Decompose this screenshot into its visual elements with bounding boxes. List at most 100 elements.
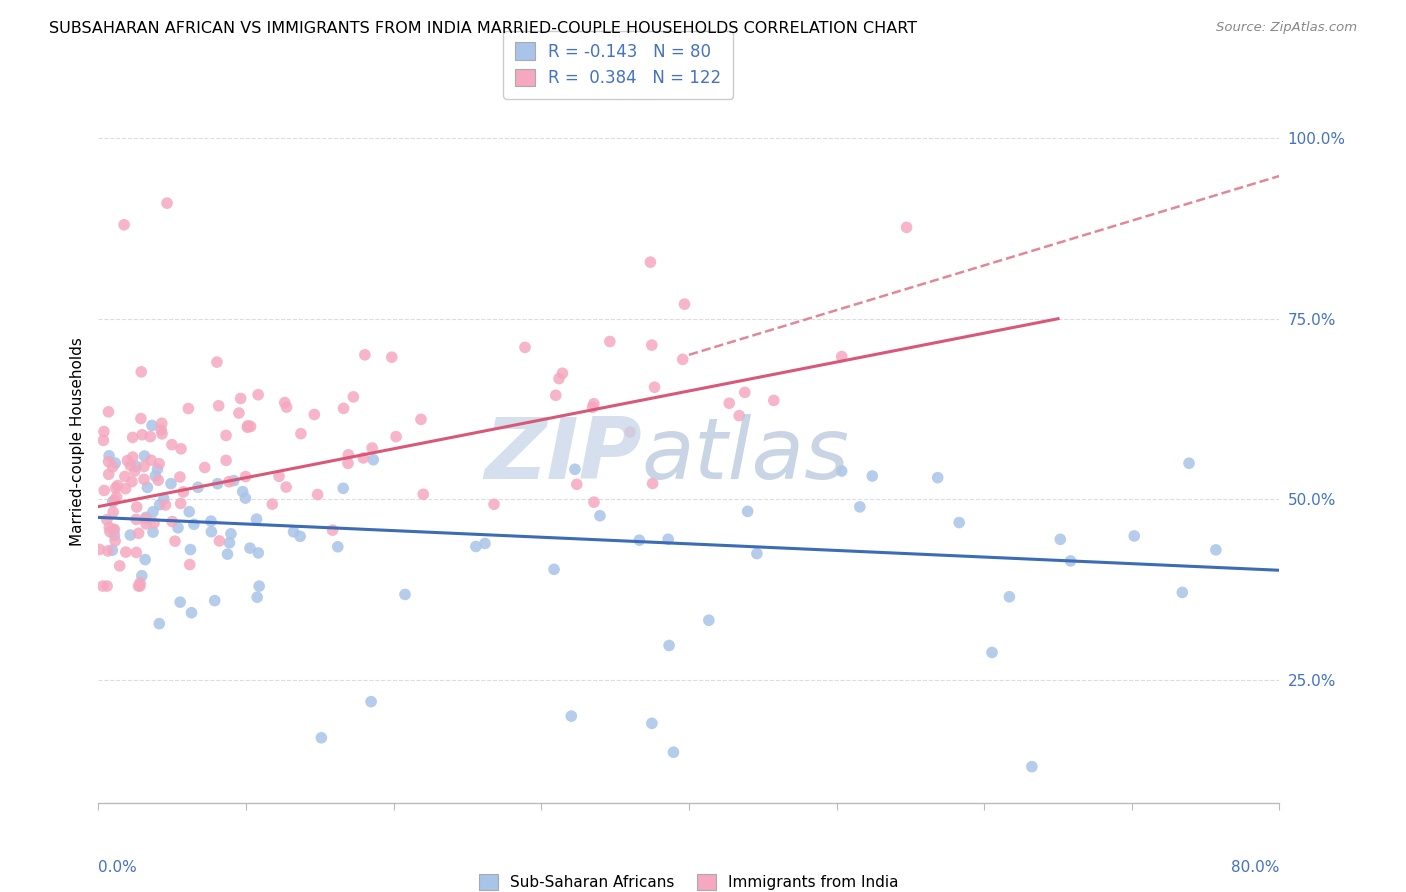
Point <box>98 524 121 539</box>
Point <box>589 508 612 523</box>
Point <box>734 385 756 400</box>
Point <box>276 480 298 494</box>
Point <box>125 500 148 514</box>
Point <box>222 474 245 488</box>
Point <box>104 481 127 495</box>
Point <box>658 639 681 653</box>
Point <box>247 546 270 560</box>
Point <box>180 606 202 620</box>
Point <box>135 516 157 531</box>
Point <box>288 529 311 543</box>
Point <box>129 365 152 379</box>
Point <box>644 380 666 394</box>
Point <box>160 515 183 529</box>
Point <box>1171 585 1194 599</box>
Point <box>464 540 486 554</box>
Point <box>114 469 136 483</box>
Point <box>332 481 354 495</box>
Point <box>107 478 129 492</box>
Point <box>169 496 191 510</box>
Point <box>155 498 177 512</box>
Point <box>183 517 205 532</box>
Point <box>200 514 222 528</box>
Point <box>236 420 259 434</box>
Point <box>381 350 404 364</box>
Point <box>204 593 226 607</box>
Point <box>150 417 173 431</box>
Point <box>745 547 768 561</box>
Point <box>628 533 651 548</box>
Point <box>232 484 254 499</box>
Point <box>582 397 605 411</box>
Point <box>93 425 115 439</box>
Point <box>307 487 329 501</box>
Point <box>831 464 853 478</box>
Point <box>412 487 434 501</box>
Point <box>998 590 1021 604</box>
Point <box>304 408 326 422</box>
Point <box>97 455 120 469</box>
Point <box>129 411 152 425</box>
Point <box>322 523 344 537</box>
Point <box>274 395 297 409</box>
Point <box>194 460 217 475</box>
Point <box>582 495 605 509</box>
Point <box>831 350 853 364</box>
Point <box>290 426 312 441</box>
Point <box>96 513 118 527</box>
Point <box>114 482 136 496</box>
Point <box>93 483 115 498</box>
Point <box>132 459 155 474</box>
Point <box>215 428 238 442</box>
Point <box>262 497 284 511</box>
Point <box>169 470 191 484</box>
Point <box>120 458 142 473</box>
Point <box>337 448 360 462</box>
Point <box>121 430 143 444</box>
Point <box>217 547 239 561</box>
Point <box>981 645 1004 659</box>
Point <box>208 533 231 548</box>
Text: 0.0%: 0.0% <box>98 860 138 874</box>
Point <box>247 388 270 402</box>
Point <box>662 745 685 759</box>
Point <box>229 392 252 406</box>
Point <box>121 450 143 464</box>
Point <box>326 540 349 554</box>
Point <box>148 616 170 631</box>
Point <box>124 464 146 478</box>
Point <box>208 399 231 413</box>
Point <box>641 476 664 491</box>
Point <box>342 390 364 404</box>
Point <box>98 449 121 463</box>
Point <box>354 348 377 362</box>
Point <box>104 456 127 470</box>
Point <box>169 595 191 609</box>
Point <box>179 558 201 572</box>
Point <box>125 459 148 474</box>
Point <box>544 388 567 402</box>
Point <box>125 545 148 559</box>
Point <box>135 510 157 524</box>
Point <box>98 520 121 534</box>
Point <box>129 576 152 591</box>
Point <box>136 480 159 494</box>
Point <box>728 409 751 423</box>
Point <box>150 423 173 437</box>
Point <box>101 459 124 474</box>
Point <box>641 716 664 731</box>
Point <box>513 340 536 354</box>
Point <box>160 438 183 452</box>
Point <box>150 426 173 441</box>
Point <box>548 371 571 385</box>
Point <box>657 533 679 547</box>
Point <box>247 579 270 593</box>
Point <box>142 505 165 519</box>
Point <box>200 524 222 539</box>
Point <box>564 462 586 476</box>
Point <box>143 469 166 483</box>
Point <box>129 579 152 593</box>
Point <box>156 196 179 211</box>
Legend: Sub-Saharan Africans, Immigrants from India: Sub-Saharan Africans, Immigrants from In… <box>474 868 904 892</box>
Point <box>1021 760 1043 774</box>
